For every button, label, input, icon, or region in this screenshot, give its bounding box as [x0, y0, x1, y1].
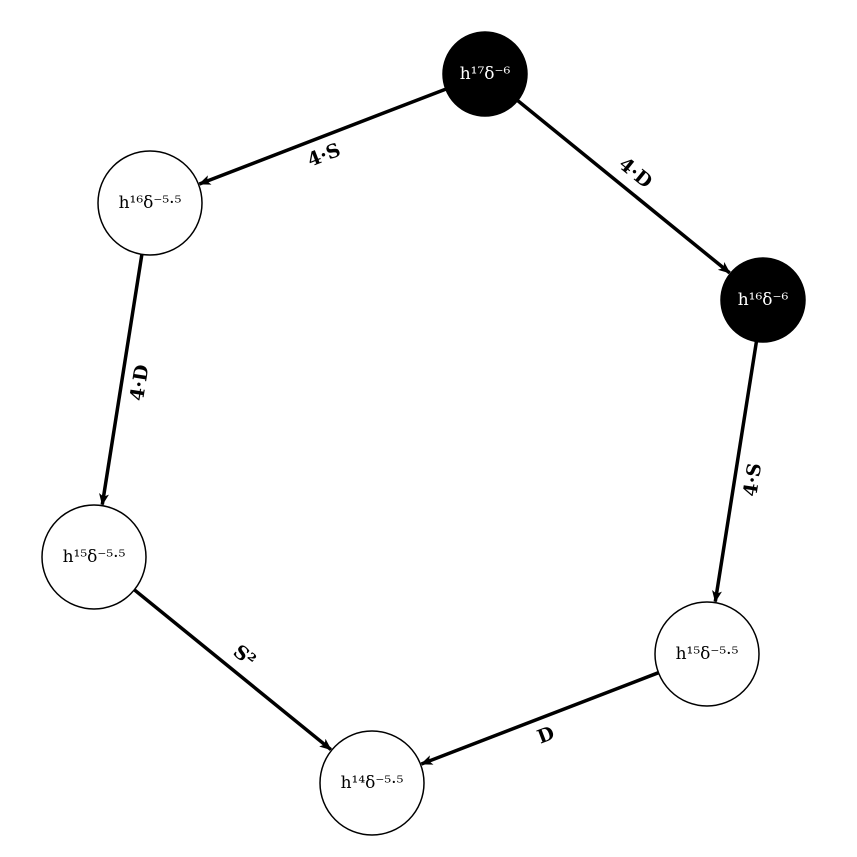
- edge-n3-n5: [712, 341, 759, 603]
- node-circle: [97, 150, 203, 256]
- node-circle: [442, 31, 528, 117]
- edge-label: 4·D: [614, 153, 656, 193]
- node-label: h¹⁷δ⁻⁶: [460, 64, 511, 84]
- node-label: h¹⁵δ⁻⁵·⁵: [676, 644, 739, 664]
- edge-label: 4·D: [126, 363, 153, 402]
- node-n2: h¹⁶δ⁻⁵·⁵: [97, 150, 203, 256]
- node-circle: [41, 504, 147, 610]
- node-circle: [720, 257, 806, 343]
- node-circle: [319, 730, 425, 836]
- edge-n1-n3: [516, 99, 731, 275]
- node-label: h¹⁵δ⁻⁵·⁵: [63, 547, 126, 567]
- nodes-layer: h¹⁷δ⁻⁶ h¹⁶δ⁻⁵·⁵ h¹⁶δ⁻⁶ h¹⁵δ⁻⁵·⁵ h¹⁵δ⁻⁵·⁵ h¹⁴δ…: [41, 31, 806, 836]
- node-n3: h¹⁶δ⁻⁶: [720, 257, 806, 343]
- edge-label: 4·S: [739, 462, 766, 499]
- edge-label: D: [534, 722, 557, 748]
- edge-n4-n6: [133, 588, 332, 751]
- edge-label: 4·S: [304, 139, 343, 172]
- node-label: h¹⁴δ⁻⁵·⁵: [341, 773, 404, 793]
- node-label: h¹⁶δ⁻⁶: [738, 290, 789, 310]
- node-n1: h¹⁷δ⁻⁶: [442, 31, 528, 117]
- node-n6: h¹⁴δ⁻⁵·⁵: [319, 730, 425, 836]
- edge-n2-n4: [99, 254, 144, 506]
- node-n5: h¹⁵δ⁻⁵·⁵: [654, 601, 760, 707]
- node-label: h¹⁶δ⁻⁵·⁵: [119, 193, 182, 213]
- node-n4: h¹⁵δ⁻⁵·⁵: [41, 504, 147, 610]
- edge-n5-n6: [420, 671, 660, 766]
- edge-label: S²: [229, 641, 260, 672]
- node-circle: [654, 601, 760, 707]
- edge-n1-n2: [198, 87, 447, 186]
